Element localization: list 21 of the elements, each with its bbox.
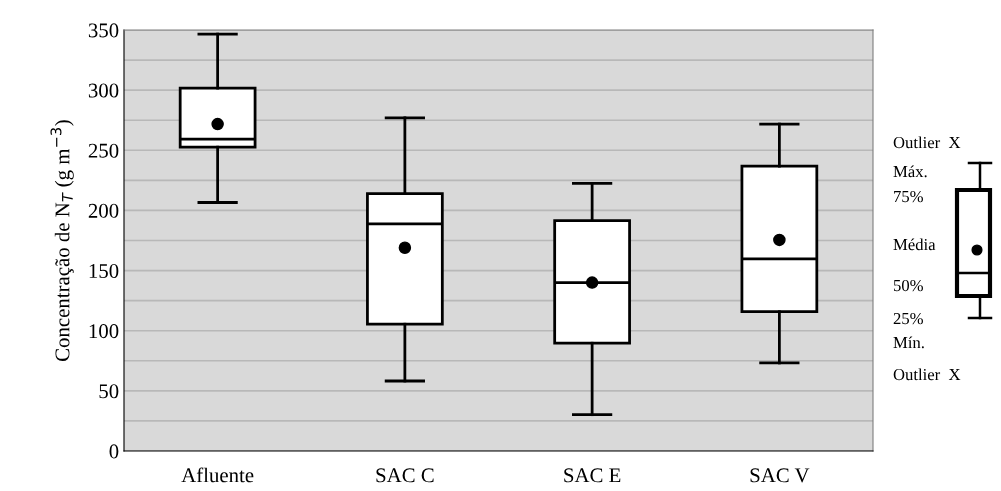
x-tick-label: SAC C: [376, 468, 434, 483]
y-tick-label: 250: [88, 143, 119, 158]
y-tick-label: 150: [89, 263, 119, 278]
text: 25%: [893, 312, 923, 325]
y-tick-label: 200: [88, 203, 119, 218]
text: 50%: [893, 279, 923, 292]
text: 75%: [894, 190, 923, 203]
x-tick-label: SAC V: [750, 468, 810, 483]
x-tick-label: SAC E: [564, 468, 621, 483]
text: Outlier X: [893, 368, 961, 381]
x-tick-label: Afluente: [181, 467, 254, 483]
y-tick-label: 300: [88, 83, 119, 98]
text: Mín.: [893, 336, 924, 349]
text: Máx.: [893, 165, 927, 178]
y-tick-label: 0: [109, 444, 119, 459]
y-tick-label: 50: [99, 384, 119, 399]
y-tick-label: 350: [88, 23, 119, 38]
text: Outlier X: [893, 136, 961, 149]
text: Média: [893, 238, 936, 251]
y-axis-title: Concentração de N$_{T}$ (g m$^{−3}$): [50, 120, 74, 361]
y-tick-label: 100: [89, 324, 119, 339]
